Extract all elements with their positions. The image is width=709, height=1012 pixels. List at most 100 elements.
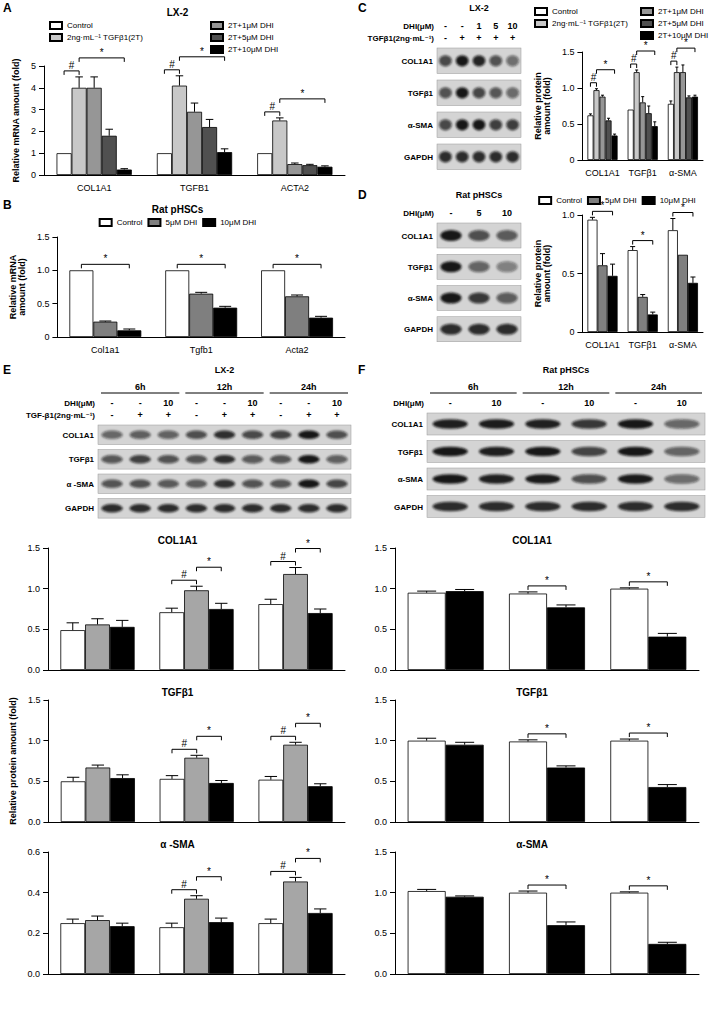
svg-text:0.5: 0.5 [374,624,387,634]
svg-text:1.5: 1.5 [27,543,40,553]
svg-text:*: * [646,875,650,886]
svg-text:5: 5 [493,21,498,31]
svg-text:α -SMA: α -SMA [66,480,94,489]
svg-text:1: 1 [476,21,481,31]
svg-text:-: - [449,398,452,408]
svg-text:10: 10 [163,398,173,408]
svg-text:#: # [181,569,187,580]
svg-text:0.0: 0.0 [27,665,40,675]
svg-text:0.0: 0.0 [28,817,41,827]
svg-text:GAPDH: GAPDH [394,503,423,512]
svg-text:0.5: 0.5 [37,299,50,309]
svg-text:TGFβ1: TGFβ1 [398,448,424,457]
svg-text:*: * [306,847,310,858]
svg-text:5μM DHI: 5μM DHI [605,196,637,205]
svg-text:0.2: 0.2 [27,928,40,938]
svg-text:GAPDH: GAPDH [404,153,433,162]
svg-text:-: - [195,398,198,408]
svg-text:LX-2: LX-2 [167,7,189,18]
svg-text:*: * [604,59,608,70]
svg-text:α-SMA: α-SMA [408,294,434,303]
svg-text:2T+1μM DHI: 2T+1μM DHI [228,21,274,30]
svg-text:*: * [306,712,310,723]
svg-text:0.0: 0.0 [374,817,387,827]
svg-text:0.0: 0.0 [374,665,387,675]
svg-text:α -SMA: α -SMA [160,839,194,850]
svg-text:DHI(μM): DHI(μM) [393,399,424,408]
svg-text:12h: 12h [217,382,233,392]
svg-text:α-SMA: α-SMA [408,121,434,130]
svg-text:2T+10μM DHI: 2T+10μM DHI [228,45,278,54]
svg-text:10: 10 [491,398,501,408]
svg-text:#: # [269,101,275,112]
svg-text:0: 0 [569,327,574,337]
svg-text:*: * [199,253,203,264]
svg-text:TGFβ1: TGFβ1 [408,89,434,98]
svg-text:*: * [207,866,211,877]
svg-text:+: + [334,410,339,420]
svg-text:TGFβ1: TGFβ1 [629,168,657,178]
svg-text:6h: 6h [135,382,146,392]
svg-text:1.5: 1.5 [562,47,575,57]
svg-text:*: * [207,556,211,567]
svg-text:#: # [280,551,286,562]
svg-text:10: 10 [332,398,342,408]
svg-text:1.0: 1.0 [562,210,575,220]
svg-text:0.5: 0.5 [27,624,40,634]
svg-text:10: 10 [584,398,594,408]
svg-text:#: # [181,879,187,890]
svg-text:*: * [545,575,549,586]
svg-text:+: + [476,33,481,43]
svg-text:#: # [671,50,677,61]
svg-text:*: * [684,37,688,48]
svg-text:-: - [195,410,198,420]
svg-text:-: - [450,208,453,218]
svg-text:TGFβ1: TGFβ1 [69,455,95,464]
svg-text:0.0: 0.0 [27,969,40,979]
svg-text:2: 2 [31,126,36,136]
svg-text:α-SMA: α-SMA [669,168,697,178]
svg-text:10: 10 [502,208,512,218]
svg-text:0: 0 [31,170,36,180]
svg-text:1.0: 1.0 [27,584,40,594]
svg-text:10: 10 [677,398,687,408]
svg-text:10: 10 [508,21,518,31]
svg-text:amount (fold): amount (fold) [542,245,552,303]
svg-text:*: * [601,200,605,211]
svg-text:Acta2: Acta2 [286,345,309,355]
svg-text:DHI(μM): DHI(μM) [403,209,434,218]
svg-text:1.5: 1.5 [374,543,387,553]
svg-text:*: * [306,538,310,549]
svg-text:-: - [444,33,447,43]
svg-text:TGFβ1: TGFβ1 [516,687,548,698]
svg-text:1.5: 1.5 [374,695,387,705]
svg-text:*: * [103,253,107,264]
svg-text:0.0: 0.0 [374,969,387,979]
svg-text:Control: Control [556,196,582,205]
svg-text:6h: 6h [468,382,479,392]
svg-text:1.0: 1.0 [37,265,50,275]
svg-text:+: + [138,410,143,420]
svg-text:LX-2: LX-2 [215,365,235,375]
svg-text:0: 0 [569,155,574,165]
svg-text:*: * [100,47,104,58]
svg-text:-: - [461,21,464,31]
svg-text:10μM DHI: 10μM DHI [220,218,256,227]
svg-text:#: # [591,72,597,83]
svg-text:ACTA2: ACTA2 [281,183,309,193]
svg-text:-: - [634,398,637,408]
svg-text:Tgfb1: Tgfb1 [190,345,213,355]
svg-text:TGFβ1(2ng·mL⁻¹): TGFβ1(2ng·mL⁻¹) [368,34,435,43]
svg-text:TGFB1: TGFB1 [180,183,209,193]
svg-text:+: + [306,410,311,420]
svg-text:-: - [541,398,544,408]
svg-text:COL1A1: COL1A1 [585,168,620,178]
svg-text:COL1A1: COL1A1 [62,431,94,440]
svg-text:Control: Control [552,7,578,16]
svg-text:1.0: 1.0 [562,83,575,93]
svg-text:5: 5 [31,61,36,71]
svg-text:*: * [646,571,650,582]
svg-text:α-SMA: α-SMA [669,340,697,350]
svg-text:COL1A1: COL1A1 [401,232,433,241]
svg-text:Relative protein amount (fold): Relative protein amount (fold) [8,697,18,825]
